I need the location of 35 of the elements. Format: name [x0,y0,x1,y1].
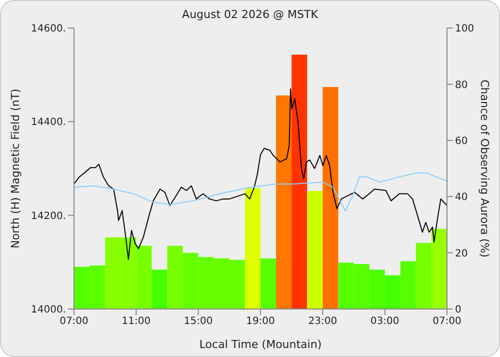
bar [244,188,260,309]
bar [292,54,308,309]
x-axis-title: Local Time (Mountain) [199,338,322,351]
y2-tick-label: 100 [455,24,474,35]
line-series [74,88,447,260]
y2-tick-label: 40 [455,192,468,204]
y2-tick-label: 60 [455,136,468,147]
bar [431,228,447,309]
bar [167,246,183,309]
bar [276,95,292,309]
y2-axis-title: Chance of Observing Aurora (%) [478,80,492,258]
y-axis-title: North (H) Magnetic Field (nT) [8,88,22,248]
bar [416,242,432,309]
bar [260,258,276,309]
x-tick-label: 07:00 [432,316,462,328]
y2-tick-label: 20 [455,248,468,260]
y-tick-label: 14600. [31,24,66,35]
x-tick-label: 15:00 [184,316,213,328]
line-series [74,172,447,212]
y-tick-label: 14400. [31,117,66,128]
y2-tick-label: 0 [455,304,462,316]
bar [322,87,338,309]
y-tick-label: 14200. [31,210,66,222]
x-tick-label: 03:00 [370,316,400,328]
y2-tick-label: 80 [455,80,468,91]
chart-title: August 02 2026 @ MSTK [181,8,319,21]
y-tick-label: 14000. [31,304,66,316]
bar [152,270,168,309]
x-tick-label: 11:00 [122,316,151,328]
bar [136,246,152,309]
x-tick-label: 07:00 [60,316,88,328]
x-tick-label: 23:00 [308,316,338,328]
bar [400,261,416,309]
bar [307,190,323,309]
x-tick-label: 19:00 [246,316,275,328]
